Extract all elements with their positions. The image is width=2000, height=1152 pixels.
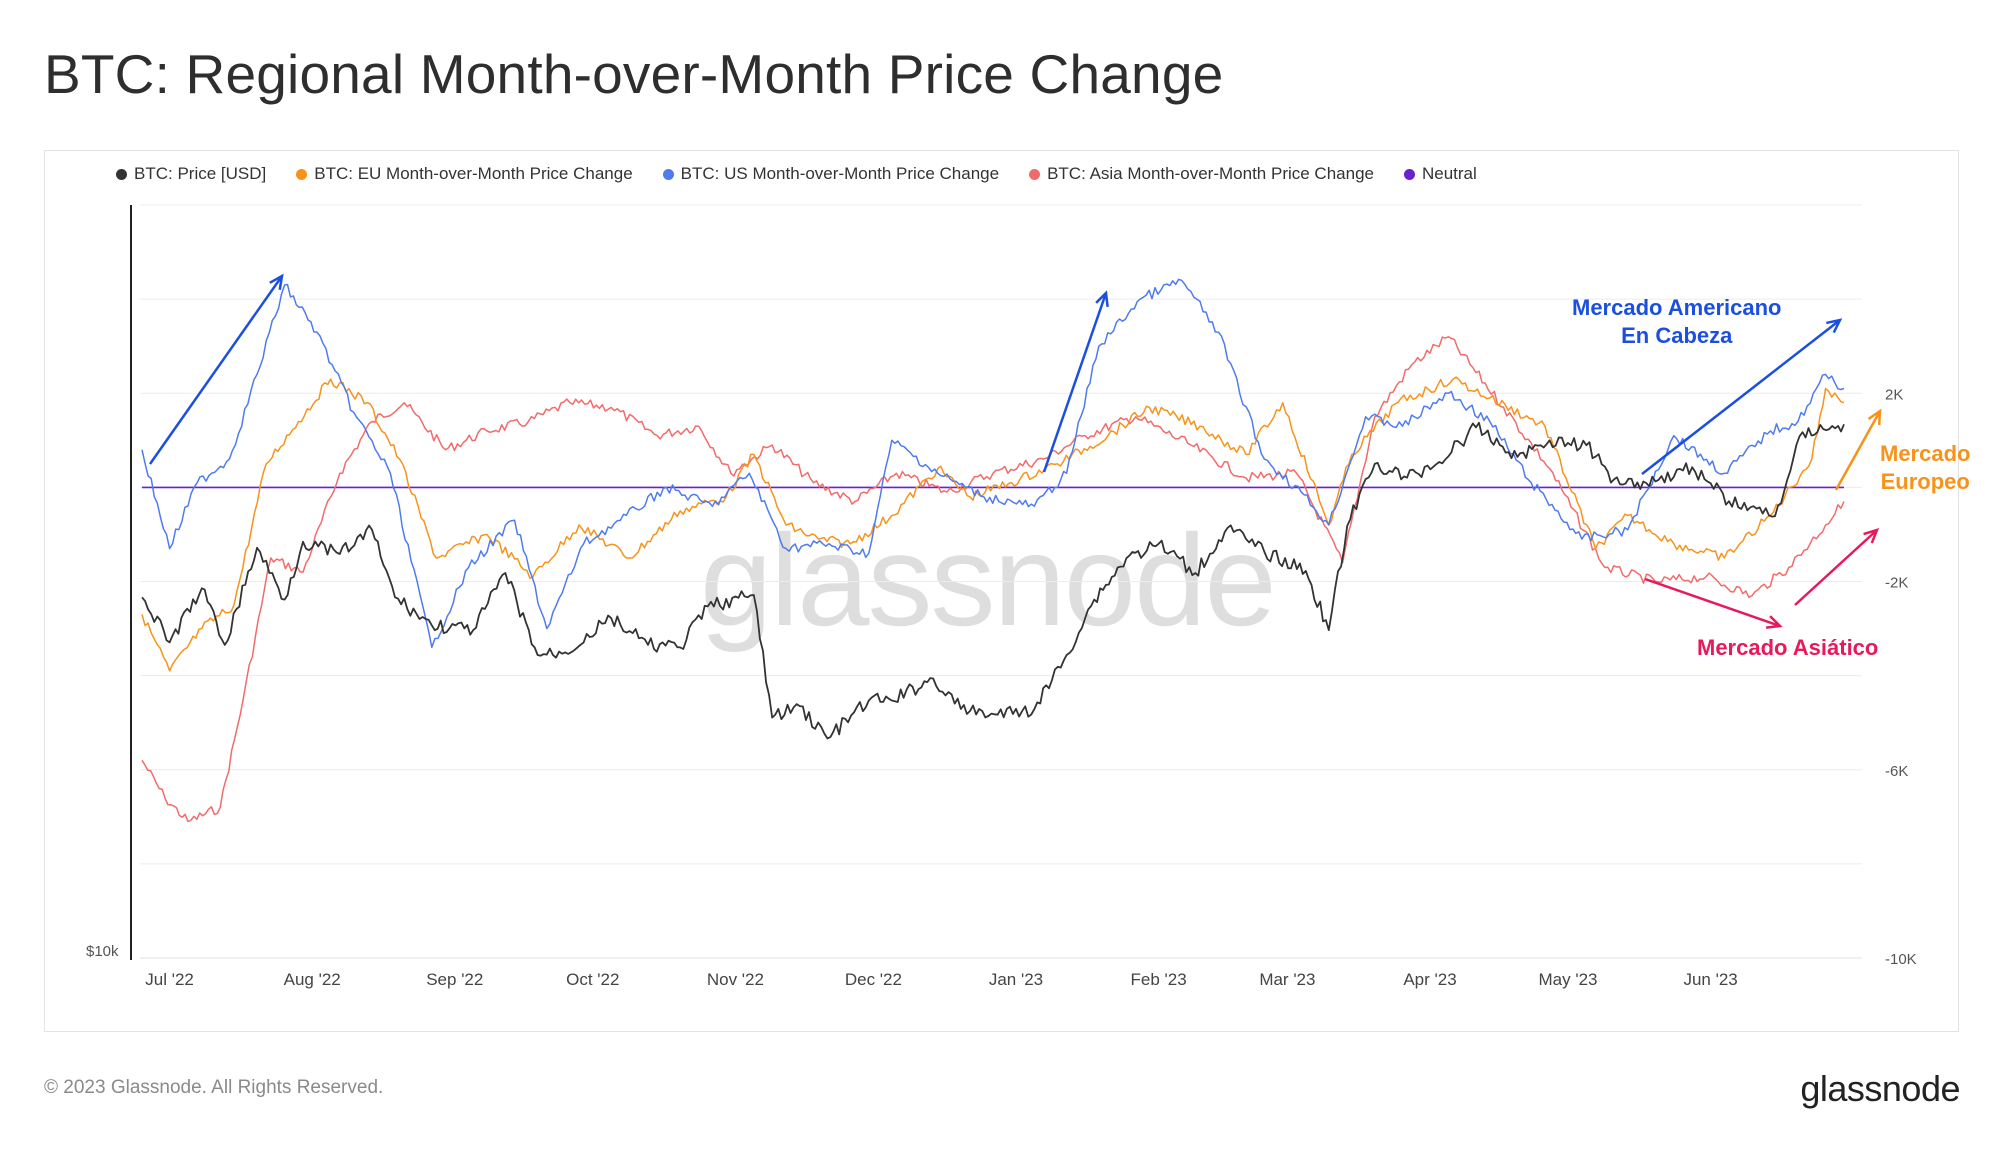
annotation-arrow-asia-up-head xyxy=(1863,528,1880,544)
legend-item-price[interactable]: BTC: Price [USD] xyxy=(116,164,266,184)
legend-item-us[interactable]: BTC: US Month-over-Month Price Change xyxy=(662,164,1000,184)
annotation-arrow-us-jun xyxy=(1641,319,1841,475)
annotation-us-line2: En Cabeza xyxy=(1621,323,1733,348)
annotation-asia-text: Mercado Asiático xyxy=(1697,635,1879,660)
annotation-arrow-eu-head xyxy=(1867,408,1882,426)
y-left-tick-label: $10k xyxy=(86,943,119,960)
legend-label-asia: BTC: Asia Month-over-Month Price Change xyxy=(1047,164,1374,183)
legend-item-asia[interactable]: BTC: Asia Month-over-Month Price Change xyxy=(1029,164,1374,184)
annotation-us: Mercado Americano En Cabeza xyxy=(1572,294,1781,350)
annotation-arrow-us-jun-head xyxy=(1826,318,1843,334)
x-tick-label: Oct '22 xyxy=(566,970,619,989)
x-tick-label: Jun '23 xyxy=(1683,970,1737,989)
legend-label-us: BTC: US Month-over-Month Price Change xyxy=(680,164,1000,183)
legend-item-neutral[interactable]: Neutral xyxy=(1403,164,1477,184)
x-tick-label: Aug '22 xyxy=(284,970,341,989)
legend-dot-us xyxy=(662,168,674,180)
chart-legend: BTC: Price [USD] BTC: EU Month-over-Mont… xyxy=(116,164,1477,184)
footer-copyright: © 2023 Glassnode. All Rights Reserved. xyxy=(44,1077,384,1098)
y-right-tick-label: 2K xyxy=(1885,386,1903,403)
annotation-arrow-us-jul xyxy=(148,275,284,465)
legend-dot-neutral xyxy=(1403,168,1415,180)
series-eu-line xyxy=(141,376,1845,672)
x-tick-label: Nov '22 xyxy=(707,970,764,989)
annotation-asia: Mercado Asiático xyxy=(1697,634,1878,662)
annotation-arrow-asia-down xyxy=(1644,577,1781,628)
legend-label-price: BTC: Price [USD] xyxy=(134,164,267,183)
annotation-arrow-asia-up xyxy=(1794,529,1878,606)
annotation-arrow-asia-down-head xyxy=(1765,615,1783,629)
legend-dot-eu xyxy=(296,168,308,180)
y-right-tick-label: -6K xyxy=(1885,763,1908,780)
annotation-arrow-us-jan-head xyxy=(1095,290,1109,308)
series-price-line xyxy=(141,421,1845,740)
x-tick-label: May '23 xyxy=(1539,970,1598,989)
annotation-arrow-us-jul-head xyxy=(269,273,284,291)
annotation-eu-line2: Europeo xyxy=(1880,469,1970,494)
x-tick-label: Sep '22 xyxy=(426,970,483,989)
annotation-arrow-eu xyxy=(1834,410,1882,491)
y-right-tick-label: -10K xyxy=(1885,951,1917,968)
page-title: BTC: Regional Month-over-Month Price Cha… xyxy=(44,43,1224,105)
x-tick-label: Feb '23 xyxy=(1131,970,1187,989)
x-tick-label: Jul '22 xyxy=(145,970,194,989)
legend-dot-price xyxy=(116,168,127,180)
x-tick-label: Jan '23 xyxy=(989,970,1043,989)
x-tick-label: Dec '22 xyxy=(845,970,902,989)
annotation-arrow-us-jan xyxy=(1042,292,1108,473)
y-right-tick-label: -2K xyxy=(1885,575,1908,592)
annotation-eu: Mercado Europeo xyxy=(1880,440,1970,496)
x-tick-label: Mar '23 xyxy=(1259,970,1315,989)
x-tick-label: Apr '23 xyxy=(1403,970,1456,989)
legend-label-neutral: Neutral xyxy=(1421,164,1477,183)
annotation-us-line1: Mercado Americano xyxy=(1572,295,1782,320)
legend-label-eu: BTC: EU Month-over-Month Price Change xyxy=(314,164,633,183)
series-asia-line xyxy=(141,336,1845,823)
legend-dot-asia xyxy=(1029,168,1041,180)
series-us-line xyxy=(141,278,1845,649)
footer-logo: glassnode xyxy=(1800,1068,1960,1109)
annotation-eu-line1: Mercado xyxy=(1880,441,1971,466)
legend-item-eu[interactable]: BTC: EU Month-over-Month Price Change xyxy=(296,164,633,184)
chart-frame xyxy=(44,150,1959,1032)
